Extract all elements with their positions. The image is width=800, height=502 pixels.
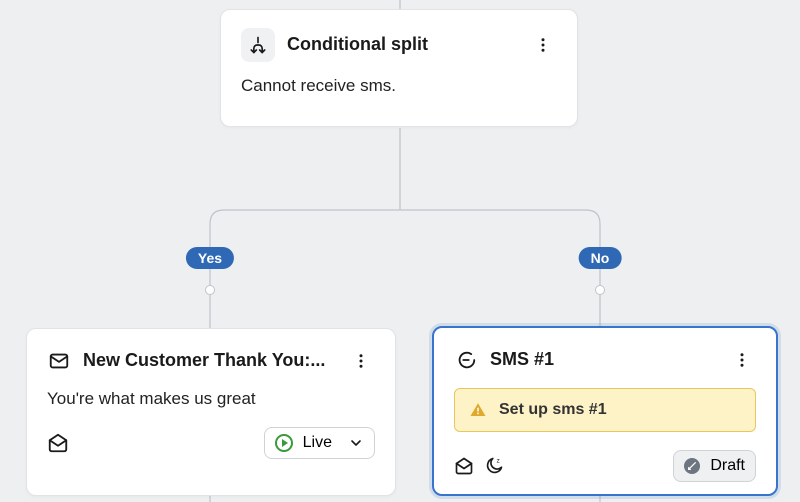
node-email[interactable]: New Customer Thank You:... You're what m… <box>26 328 396 496</box>
warning-icon <box>469 401 487 419</box>
node-description: Cannot receive sms. <box>241 76 557 96</box>
branch-label-yes: Yes <box>186 247 234 269</box>
node-title: Conditional split <box>287 34 517 56</box>
sms-icon <box>454 348 478 372</box>
warning-banner[interactable]: Set up sms #1 <box>454 388 756 432</box>
node-sms[interactable]: SMS #1 Set up sms #1 z Draft <box>432 326 778 496</box>
mail-open-icon <box>454 456 474 476</box>
moon-icon: z <box>484 456 504 476</box>
more-vertical-icon <box>534 36 552 54</box>
node-more-button[interactable] <box>728 346 756 374</box>
warning-text: Set up sms #1 <box>499 401 607 419</box>
split-icon <box>241 28 275 62</box>
mail-icon <box>47 349 71 373</box>
branch-label-no: No <box>579 247 622 269</box>
node-description: You're what makes us great <box>47 389 375 409</box>
more-vertical-icon <box>733 351 751 369</box>
node-more-button[interactable] <box>347 347 375 375</box>
status-badge-draft: Draft <box>673 450 756 482</box>
node-title: New Customer Thank You:... <box>83 350 335 372</box>
status-selector-live[interactable]: Live <box>264 427 375 459</box>
status-label: Draft <box>710 457 745 475</box>
svg-text:z: z <box>497 458 500 465</box>
node-title: SMS #1 <box>490 349 716 371</box>
branch-dot-yes <box>205 285 215 295</box>
live-icon <box>275 434 293 452</box>
status-label: Live <box>303 434 332 452</box>
node-more-button[interactable] <box>529 31 557 59</box>
draft-icon <box>684 458 700 474</box>
more-vertical-icon <box>352 352 370 370</box>
mail-open-icon <box>47 432 69 454</box>
chevron-down-icon <box>348 435 364 451</box>
node-conditional-split[interactable]: Conditional split Cannot receive sms. <box>220 9 578 127</box>
branch-dot-no <box>595 285 605 295</box>
